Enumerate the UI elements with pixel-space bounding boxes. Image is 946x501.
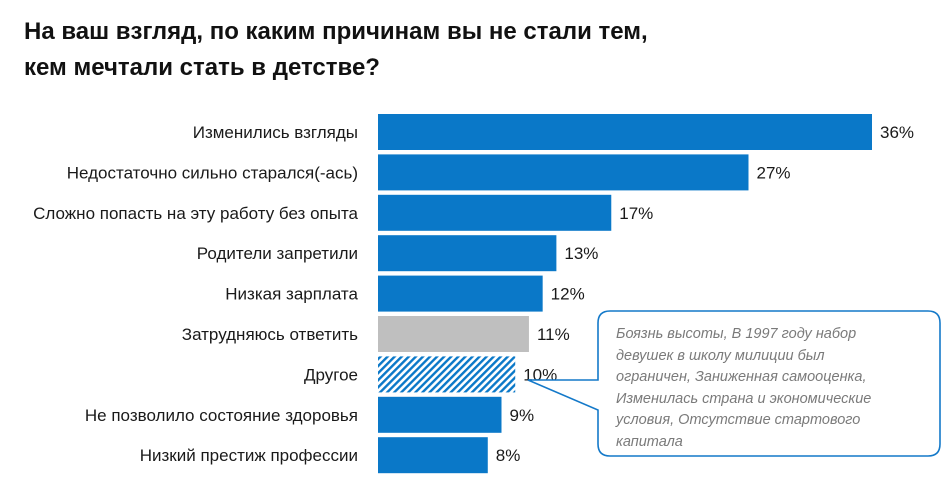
category-label: Недостаточно сильно старался(-ась) [67,163,358,182]
bar [378,356,516,393]
callout-group [527,310,941,457]
category-label: Сложно попасть на эту работу без опыта [33,204,358,223]
value-label: 11% [537,325,570,344]
callout-line-3: ограничен, Заниженная самооценка, [616,369,867,385]
callout-line-4: Изменилась страна и экономические [616,390,872,407]
value-label: 13% [564,244,598,263]
callout-text: Боязнь высоты, В 1997 году набор девушек… [594,310,938,456]
category-label: Не позволило состояние здоровья [85,406,358,425]
chart-title: На ваш взгляд, по каким причинам вы не с… [24,14,784,86]
bar [378,275,543,312]
bar [378,194,612,231]
value-label: 27% [757,163,791,182]
callout-line-1: Боязнь высоты, В 1997 году набор [616,326,857,342]
bar [378,437,488,474]
chart-title-line-1: На ваш взгляд, по каким причинам вы не с… [24,18,648,45]
bar [378,114,872,150]
bar [378,316,529,352]
callout-line-5: условия, Отсутствие стартового капитала [616,412,861,450]
bar [378,154,749,191]
category-label: Родители запретили [197,244,358,263]
value-label: 17% [619,204,653,223]
value-label: 9% [510,406,535,425]
bar [378,396,502,433]
category-label: Низкий престиж профессии [140,446,358,465]
value-label: 36% [880,123,914,142]
category-label: Изменились взгляды [193,123,358,142]
category-label: Низкая зарплата [225,285,358,304]
value-label: 12% [551,285,585,304]
chart-title-line-2: кем мечтали стать в детстве? [24,54,380,81]
bars-group: Изменились взгляды 36% Недостаточно сильно… [33,114,914,474]
value-label: 8% [496,446,521,465]
bar [378,235,557,272]
callout-line-2: девушек в школу милиции был [616,347,825,364]
callout-bubble [527,310,941,457]
category-label: Другое [304,365,358,384]
category-label: Затрудняюсь ответить [182,325,358,344]
